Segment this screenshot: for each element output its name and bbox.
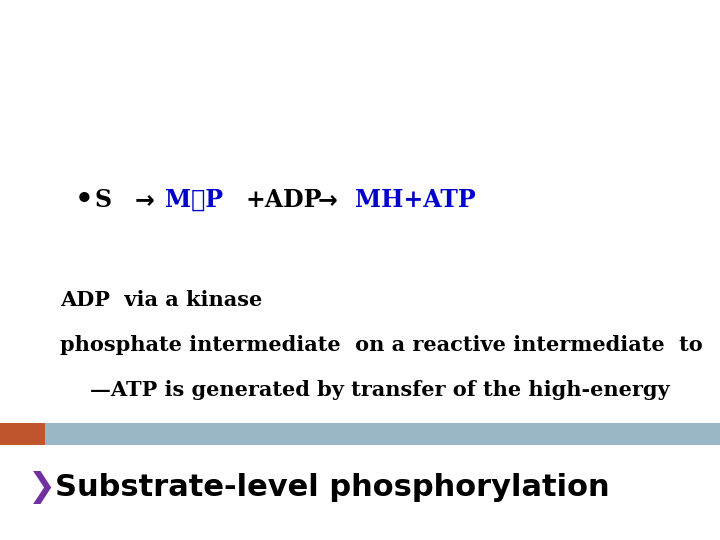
Text: •: • — [75, 186, 94, 214]
Text: →: → — [135, 188, 155, 212]
Text: M～P: M～P — [165, 188, 223, 212]
Text: MH+ATP: MH+ATP — [355, 188, 476, 212]
Text: Substrate-level phosphorylation: Substrate-level phosphorylation — [55, 474, 610, 503]
Text: —ATP is generated by transfer of the high-energy: —ATP is generated by transfer of the hig… — [90, 380, 670, 400]
Text: ADP  via a kinase: ADP via a kinase — [60, 290, 262, 310]
Text: +ADP: +ADP — [245, 188, 322, 212]
Bar — [0, 423, 45, 445]
Bar — [45, 423, 720, 445]
Text: S: S — [95, 188, 112, 212]
Text: ❯: ❯ — [28, 471, 56, 504]
Text: phosphate intermediate  on a reactive intermediate  to: phosphate intermediate on a reactive int… — [60, 335, 703, 355]
Text: →: → — [318, 188, 338, 212]
